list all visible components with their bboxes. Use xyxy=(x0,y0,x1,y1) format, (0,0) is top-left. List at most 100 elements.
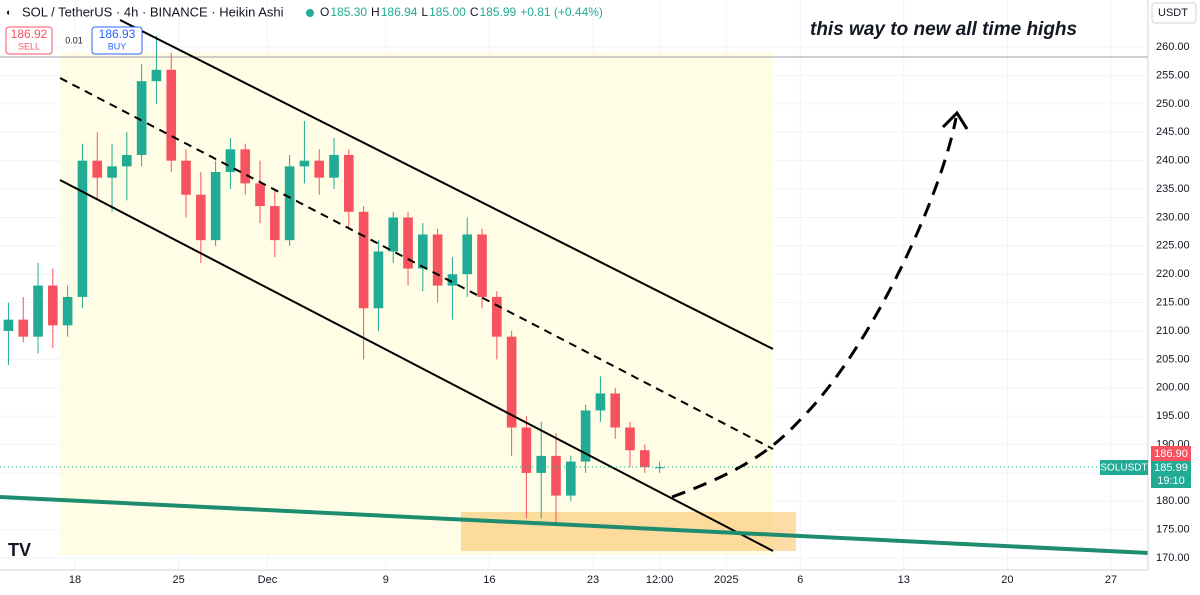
candle-body xyxy=(447,274,458,286)
candle-body xyxy=(462,234,473,275)
candle-body xyxy=(181,160,191,195)
y-tick-label: 220.00 xyxy=(1156,268,1190,280)
bid-tag xyxy=(1151,446,1191,461)
x-tick-label: 25 xyxy=(173,574,185,586)
candle-body xyxy=(521,427,532,473)
ohlc-value: 185.99 xyxy=(479,5,516,19)
candle-body xyxy=(566,461,576,496)
y-tick-label: 170.00 xyxy=(1156,552,1190,564)
y-tick-label: 245.00 xyxy=(1156,126,1190,138)
candle-body xyxy=(225,149,236,173)
y-tick-label: 210.00 xyxy=(1156,325,1190,337)
candle-body xyxy=(136,81,147,155)
buy-button[interactable] xyxy=(91,26,143,55)
symbol-tag-text: SOLUSDT xyxy=(1100,463,1147,474)
x-tick-label: 2025 xyxy=(714,574,738,586)
ohlc-key: C xyxy=(470,5,479,19)
x-tick-label: 23 xyxy=(587,574,599,586)
candle-body xyxy=(33,285,43,337)
candle-body xyxy=(18,319,29,337)
candle-body xyxy=(240,149,251,184)
ohlc-value: 185.00 xyxy=(429,5,466,19)
candles xyxy=(3,35,665,525)
sell-label[interactable]: SELL xyxy=(18,41,40,51)
change: +0.81 (+0.44%) xyxy=(520,5,603,19)
candle-body xyxy=(432,234,443,286)
ohlc: O 185.30 H 186.94 L 185.00 C 185.99 xyxy=(320,5,517,19)
candle-body xyxy=(166,69,177,161)
y-tick-label: 180.00 xyxy=(1156,495,1190,507)
channel-upper xyxy=(119,19,774,350)
currency-label[interactable]: USDT xyxy=(1158,7,1188,19)
x-tick-label: 20 xyxy=(1001,574,1013,586)
ohlc-key: H xyxy=(371,5,380,19)
x-tick-label: Dec xyxy=(258,574,278,586)
y-tick-label: 260.00 xyxy=(1156,41,1190,53)
ohlc-key: L xyxy=(421,5,428,19)
bid-tag-text: 186.90 xyxy=(1154,448,1188,460)
ohlc-value: 185.30 xyxy=(330,5,367,19)
spread: 0.01 xyxy=(65,35,83,45)
ohlc-key: O xyxy=(320,5,329,19)
y-tick-label: 195.00 xyxy=(1156,410,1190,422)
channel-lower xyxy=(59,179,774,552)
candle-body xyxy=(196,194,206,241)
candle-body xyxy=(48,285,58,326)
candle-body xyxy=(299,160,310,167)
annotation: this way to new all time highs xyxy=(810,19,1077,40)
candle-body xyxy=(122,154,132,167)
candle-body xyxy=(373,251,384,309)
sell-button[interactable] xyxy=(5,26,53,55)
candle-body xyxy=(107,166,117,178)
y-tick-label: 250.00 xyxy=(1156,98,1190,110)
candle-body xyxy=(151,69,162,82)
candle-body xyxy=(314,160,325,178)
buy-label[interactable]: BUY xyxy=(108,41,127,51)
candle-body xyxy=(358,211,369,309)
x-tick-label: 27 xyxy=(1105,574,1117,586)
y-tick-label: 230.00 xyxy=(1156,211,1190,223)
time-axis xyxy=(0,570,1200,595)
price-axis xyxy=(1148,0,1200,595)
logo-mark: ◐ xyxy=(6,8,12,19)
candle-body xyxy=(77,160,88,297)
y-tick-label: 205.00 xyxy=(1156,353,1190,365)
y-tick-label: 175.00 xyxy=(1156,524,1190,536)
currency-button[interactable] xyxy=(1151,2,1197,24)
tv-logo: TV xyxy=(8,540,31,560)
candle-body xyxy=(92,160,103,178)
x-tick-label: 16 xyxy=(483,574,495,586)
trend-line xyxy=(0,495,1149,555)
candle-body xyxy=(388,217,399,252)
channel-mid xyxy=(59,77,774,450)
x-tick-label: 6 xyxy=(797,574,803,586)
x-tick-label: 18 xyxy=(69,574,81,586)
buy-price[interactable]: 186.93 xyxy=(99,27,136,41)
candle-body xyxy=(255,183,265,207)
x-tick-label: 9 xyxy=(383,574,389,586)
candle-body xyxy=(477,234,487,297)
candle-body xyxy=(654,467,665,469)
candle-body xyxy=(580,410,591,462)
candle-body xyxy=(270,206,280,241)
candle-body xyxy=(492,296,502,337)
candle-body xyxy=(329,154,339,178)
sell-price[interactable]: 186.92 xyxy=(11,27,48,41)
x-tick-label: 13 xyxy=(898,574,910,586)
last-tag-text: 185.99 xyxy=(1154,462,1188,474)
candle-body xyxy=(210,172,221,241)
candle-body xyxy=(640,450,650,468)
last-tag xyxy=(1151,461,1191,488)
candle-body xyxy=(551,455,561,496)
channel-fill xyxy=(60,52,773,555)
y-tick-label: 225.00 xyxy=(1156,240,1190,252)
candle-body xyxy=(62,296,73,326)
y-tick-label: 240.00 xyxy=(1156,155,1190,167)
y-tick-label: 200.00 xyxy=(1156,382,1190,394)
candle-body xyxy=(344,154,354,212)
status-dot xyxy=(306,9,314,17)
y-tick-label: 235.00 xyxy=(1156,183,1190,195)
symbol-title: SOL / TetherUS · 4h · BINANCE · Heikin A… xyxy=(22,4,284,19)
countdown-text: 19:10 xyxy=(1157,475,1185,487)
candle-body xyxy=(284,166,295,241)
